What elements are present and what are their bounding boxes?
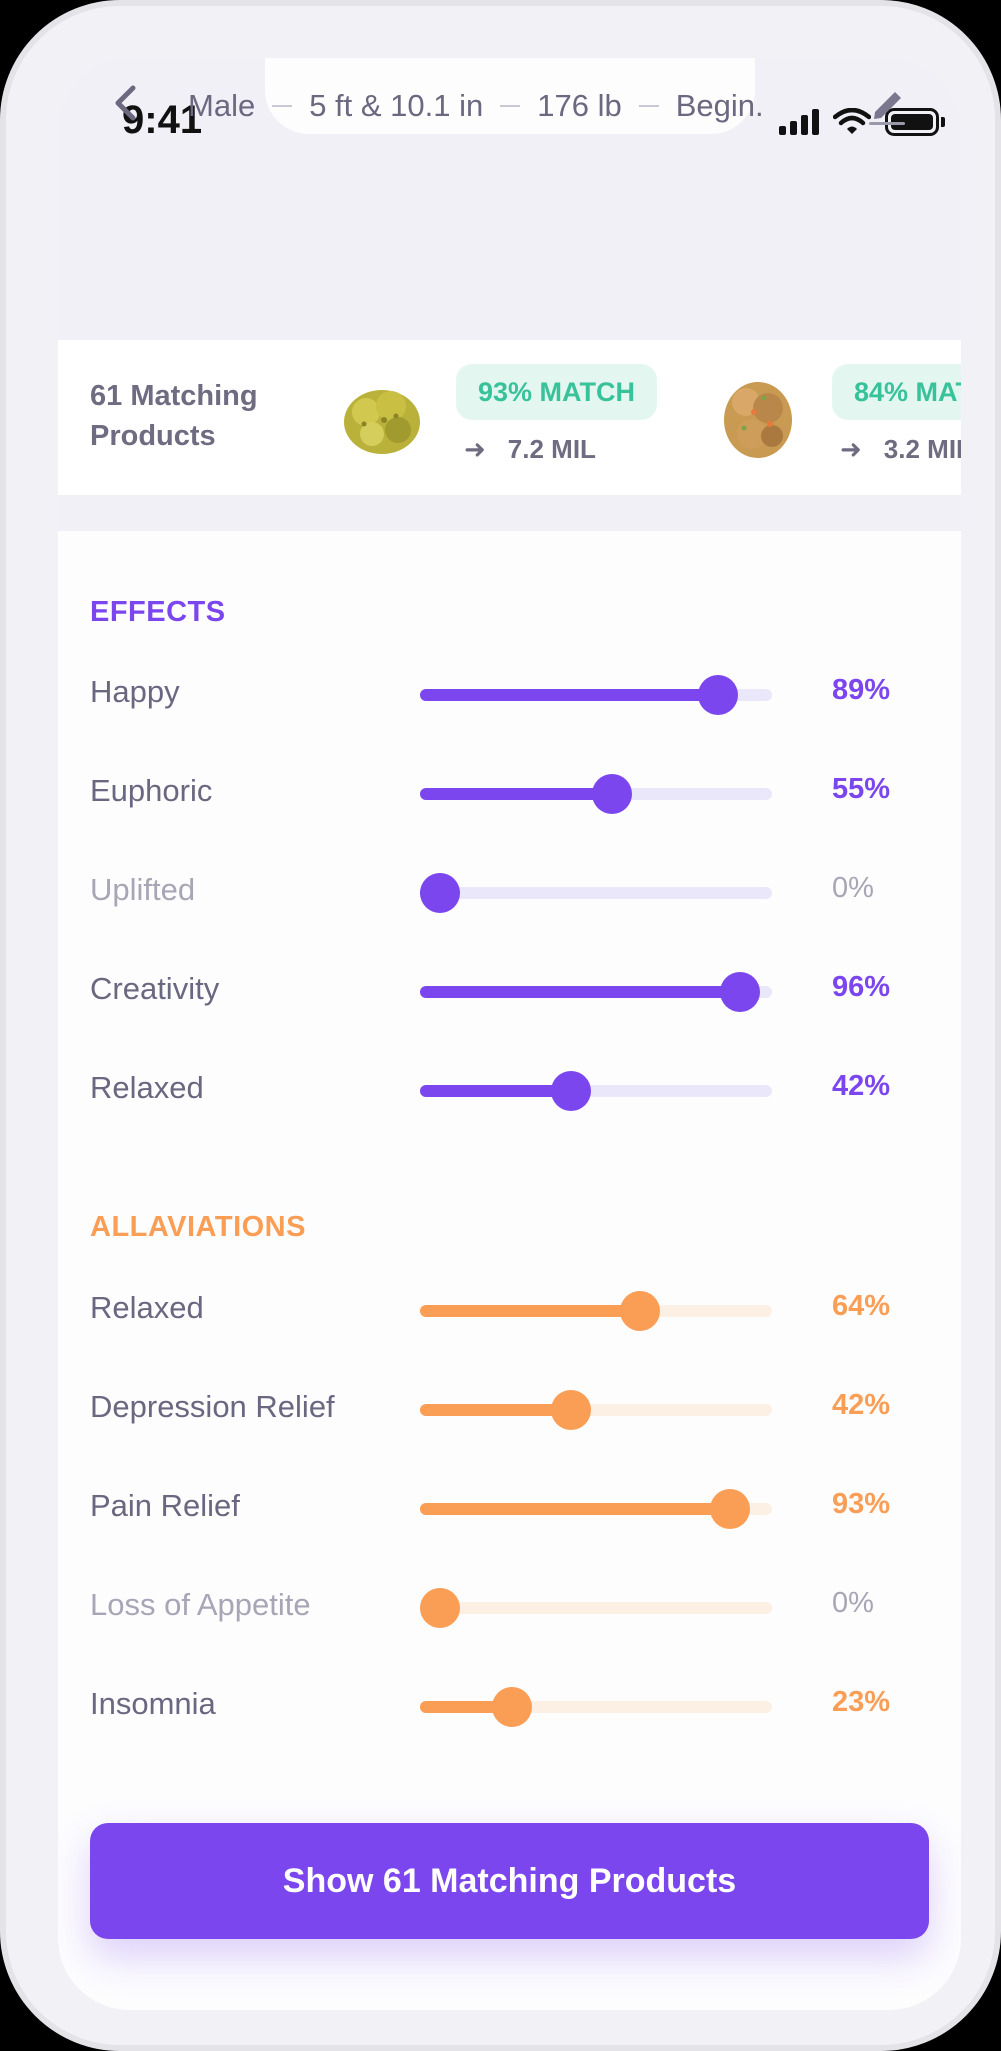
slider-row: Happy 89% [58,664,961,724]
slider-value: 89% [832,674,891,706]
slider-fill [420,1305,640,1317]
slider-track[interactable] [420,1291,772,1331]
divider [638,105,659,107]
slider-row: Depression Relief 42% [58,1379,961,1439]
slider-track[interactable] [420,1489,772,1529]
slider-track[interactable] [420,1390,772,1430]
wifi-icon [833,108,871,134]
product-bud-image [724,382,792,458]
arrow-right-icon: ➜ [840,434,862,464]
edit-pencil-icon[interactable] [865,80,909,126]
effects-title: EFFECTS [90,596,226,628]
slider-label: Relaxed [90,1290,204,1325]
status-header-area: 9:41 Male 5 ft & 10.1 [58,58,961,340]
distance-value: 7.2 MIL [507,434,596,464]
divider [272,105,293,107]
slider-handle[interactable] [420,873,460,913]
section-divider [58,495,961,531]
slider-row: Insomnia 23% [58,1676,961,1736]
slider-row: Uplifted 0% [58,862,961,922]
slider-value: 23% [832,1686,891,1718]
slider-label: Insomnia [90,1686,216,1721]
slider-handle[interactable] [551,1071,592,1111]
slider-handle[interactable] [551,1390,592,1430]
slider-fill [420,1701,512,1713]
slider-handle[interactable] [591,774,632,814]
back-chevron-icon[interactable] [106,80,146,126]
slider-track[interactable] [420,972,772,1012]
slider-fill [420,689,718,701]
allaviations-title: ALLAVIATIONS [90,1211,306,1243]
show-matching-products-button[interactable]: Show 61 Matching Products [90,1823,929,1939]
slider-track[interactable] [420,1687,772,1727]
divider [500,105,521,107]
slider-label: Creativity [90,971,220,1006]
slider-handle[interactable] [697,675,738,715]
slider-row: Loss of Appetite 0% [58,1577,961,1637]
product-card[interactable]: 84% MATCH ➜ 3.2 MIL [712,358,961,476]
product-card[interactable]: 93% MATCH ➜ 7.2 MIL [336,358,658,476]
slider-handle[interactable] [420,1588,460,1628]
match-badge: 93% MATCH [456,364,658,420]
slider-row: Creativity 96% [58,961,961,1021]
status-icons [779,108,945,136]
slider-handle[interactable] [710,1489,751,1529]
product-bud-image [344,390,420,454]
slider-label: Depression Relief [90,1389,335,1424]
slider-fill [420,788,612,800]
cellular-signal-icon [779,109,819,135]
slider-value: 42% [832,1389,891,1421]
slider-row: Euphoric 55% [58,763,961,823]
slider-track[interactable] [420,675,772,715]
slider-label: Uplifted [90,872,196,907]
slider-handle[interactable] [491,1687,532,1727]
slider-value: 42% [832,1070,891,1102]
match-badge: 84% MATCH [832,364,961,420]
app-screen: 9:41 Male 5 ft & 10.1 [58,58,961,2010]
distance: ➜ 3.2 MIL [840,434,961,465]
profile-level: Begin. [675,88,764,123]
slider-track[interactable] [420,1588,772,1628]
slider-label: Pain Relief [90,1488,240,1523]
distance: ➜ 7.2 MIL [464,434,596,465]
distance-value: 3.2 MIL [883,434,961,464]
slider-value: 64% [832,1290,891,1322]
slider-value: 0% [832,1587,874,1619]
profile-summary: Male 5 ft & 10.1 in 176 lb Begin. [188,88,764,124]
slider-handle[interactable] [619,1291,660,1331]
slider-label: Euphoric [90,773,213,808]
slider-handle[interactable] [719,972,760,1012]
profile-gender: Male [188,88,256,123]
notch [265,58,755,134]
slider-value: 0% [832,872,874,904]
slider-row: Pain Relief 93% [58,1478,961,1538]
slider-fill [420,1503,731,1515]
matching-products-count: 61 Matching Products [90,380,258,452]
slider-fill [420,1085,572,1097]
matching-products-strip: 61 Matching Products 93% MATCH ➜ 7.2 MIL [58,340,961,495]
profile-weight: 176 lb [537,88,622,123]
slider-value: 55% [832,773,891,805]
slider-label: Relaxed [90,1070,204,1105]
slider-track[interactable] [420,1071,772,1111]
slider-fill [420,1404,572,1416]
slider-row: Relaxed 42% [58,1060,961,1120]
slider-track[interactable] [420,774,772,814]
slider-track[interactable] [420,873,772,913]
arrow-right-icon: ➜ [464,434,486,464]
profile-height: 5 ft & 10.1 in [309,88,484,123]
status-time: 9:41 [122,98,203,142]
slider-row: Relaxed 64% [58,1280,961,1340]
slider-label: Happy [90,674,180,709]
slider-fill [420,986,740,998]
slider-label: Loss of Appetite [90,1587,311,1622]
slider-value: 96% [832,971,891,1003]
slider-value: 93% [832,1488,891,1520]
